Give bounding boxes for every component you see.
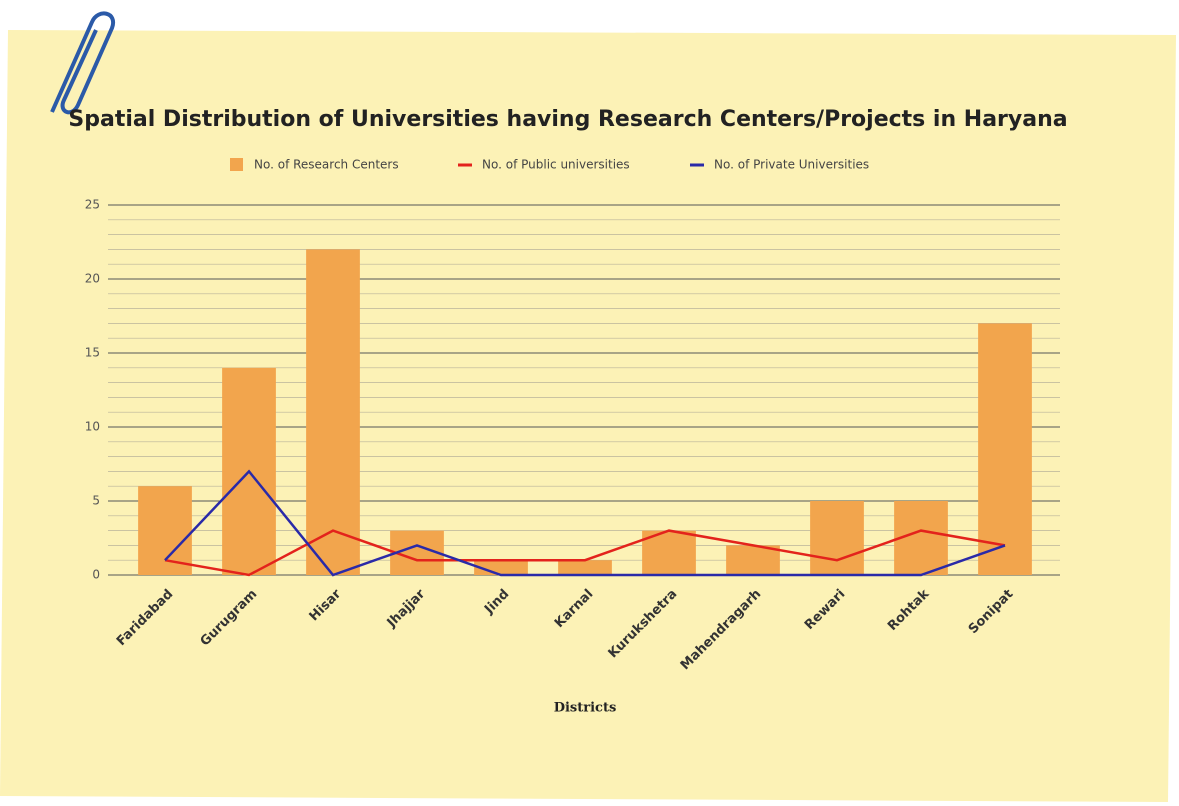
legend-label: No. of Public universities xyxy=(482,158,630,172)
y-tick-label: 5 xyxy=(92,494,100,508)
line xyxy=(164,529,1006,577)
legend-swatch xyxy=(230,158,243,171)
note-paper xyxy=(0,30,1176,802)
line xyxy=(164,469,1006,577)
bar xyxy=(306,249,360,575)
legend-label: No. of Private Universities xyxy=(714,158,869,172)
bar xyxy=(810,501,864,575)
y-tick-label: 15 xyxy=(85,346,100,360)
paperclip xyxy=(50,11,116,115)
bar xyxy=(558,560,612,575)
y-tick-label: 10 xyxy=(85,420,100,434)
bar xyxy=(726,545,780,575)
x-axis-label: Districts xyxy=(554,701,617,716)
bar xyxy=(978,323,1032,575)
y-tick-label: 0 xyxy=(92,568,100,582)
bar xyxy=(138,486,192,575)
y-tick-label: 20 xyxy=(85,272,100,286)
chart-title: Spatial Distribution of Universities hav… xyxy=(68,107,1067,132)
y-tick-label: 25 xyxy=(85,198,100,212)
legend-label: No. of Research Centers xyxy=(254,158,399,172)
